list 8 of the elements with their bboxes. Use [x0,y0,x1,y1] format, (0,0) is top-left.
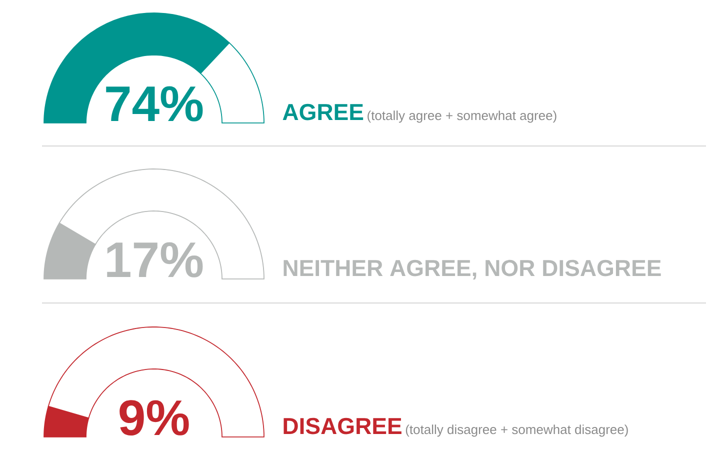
text: 17% [107,242,203,278]
text: AGREE [282,104,364,120]
text: 9% [120,400,189,436]
text: NEITHER AGREE, NOR DISAGREE [284,260,661,280]
text: DISAGREE [284,418,402,434]
text: 74% [106,86,203,122]
text: (totally disagree + somewhat disagree) [406,424,628,437]
text: (totally agree + somewhat agree) [368,110,556,123]
